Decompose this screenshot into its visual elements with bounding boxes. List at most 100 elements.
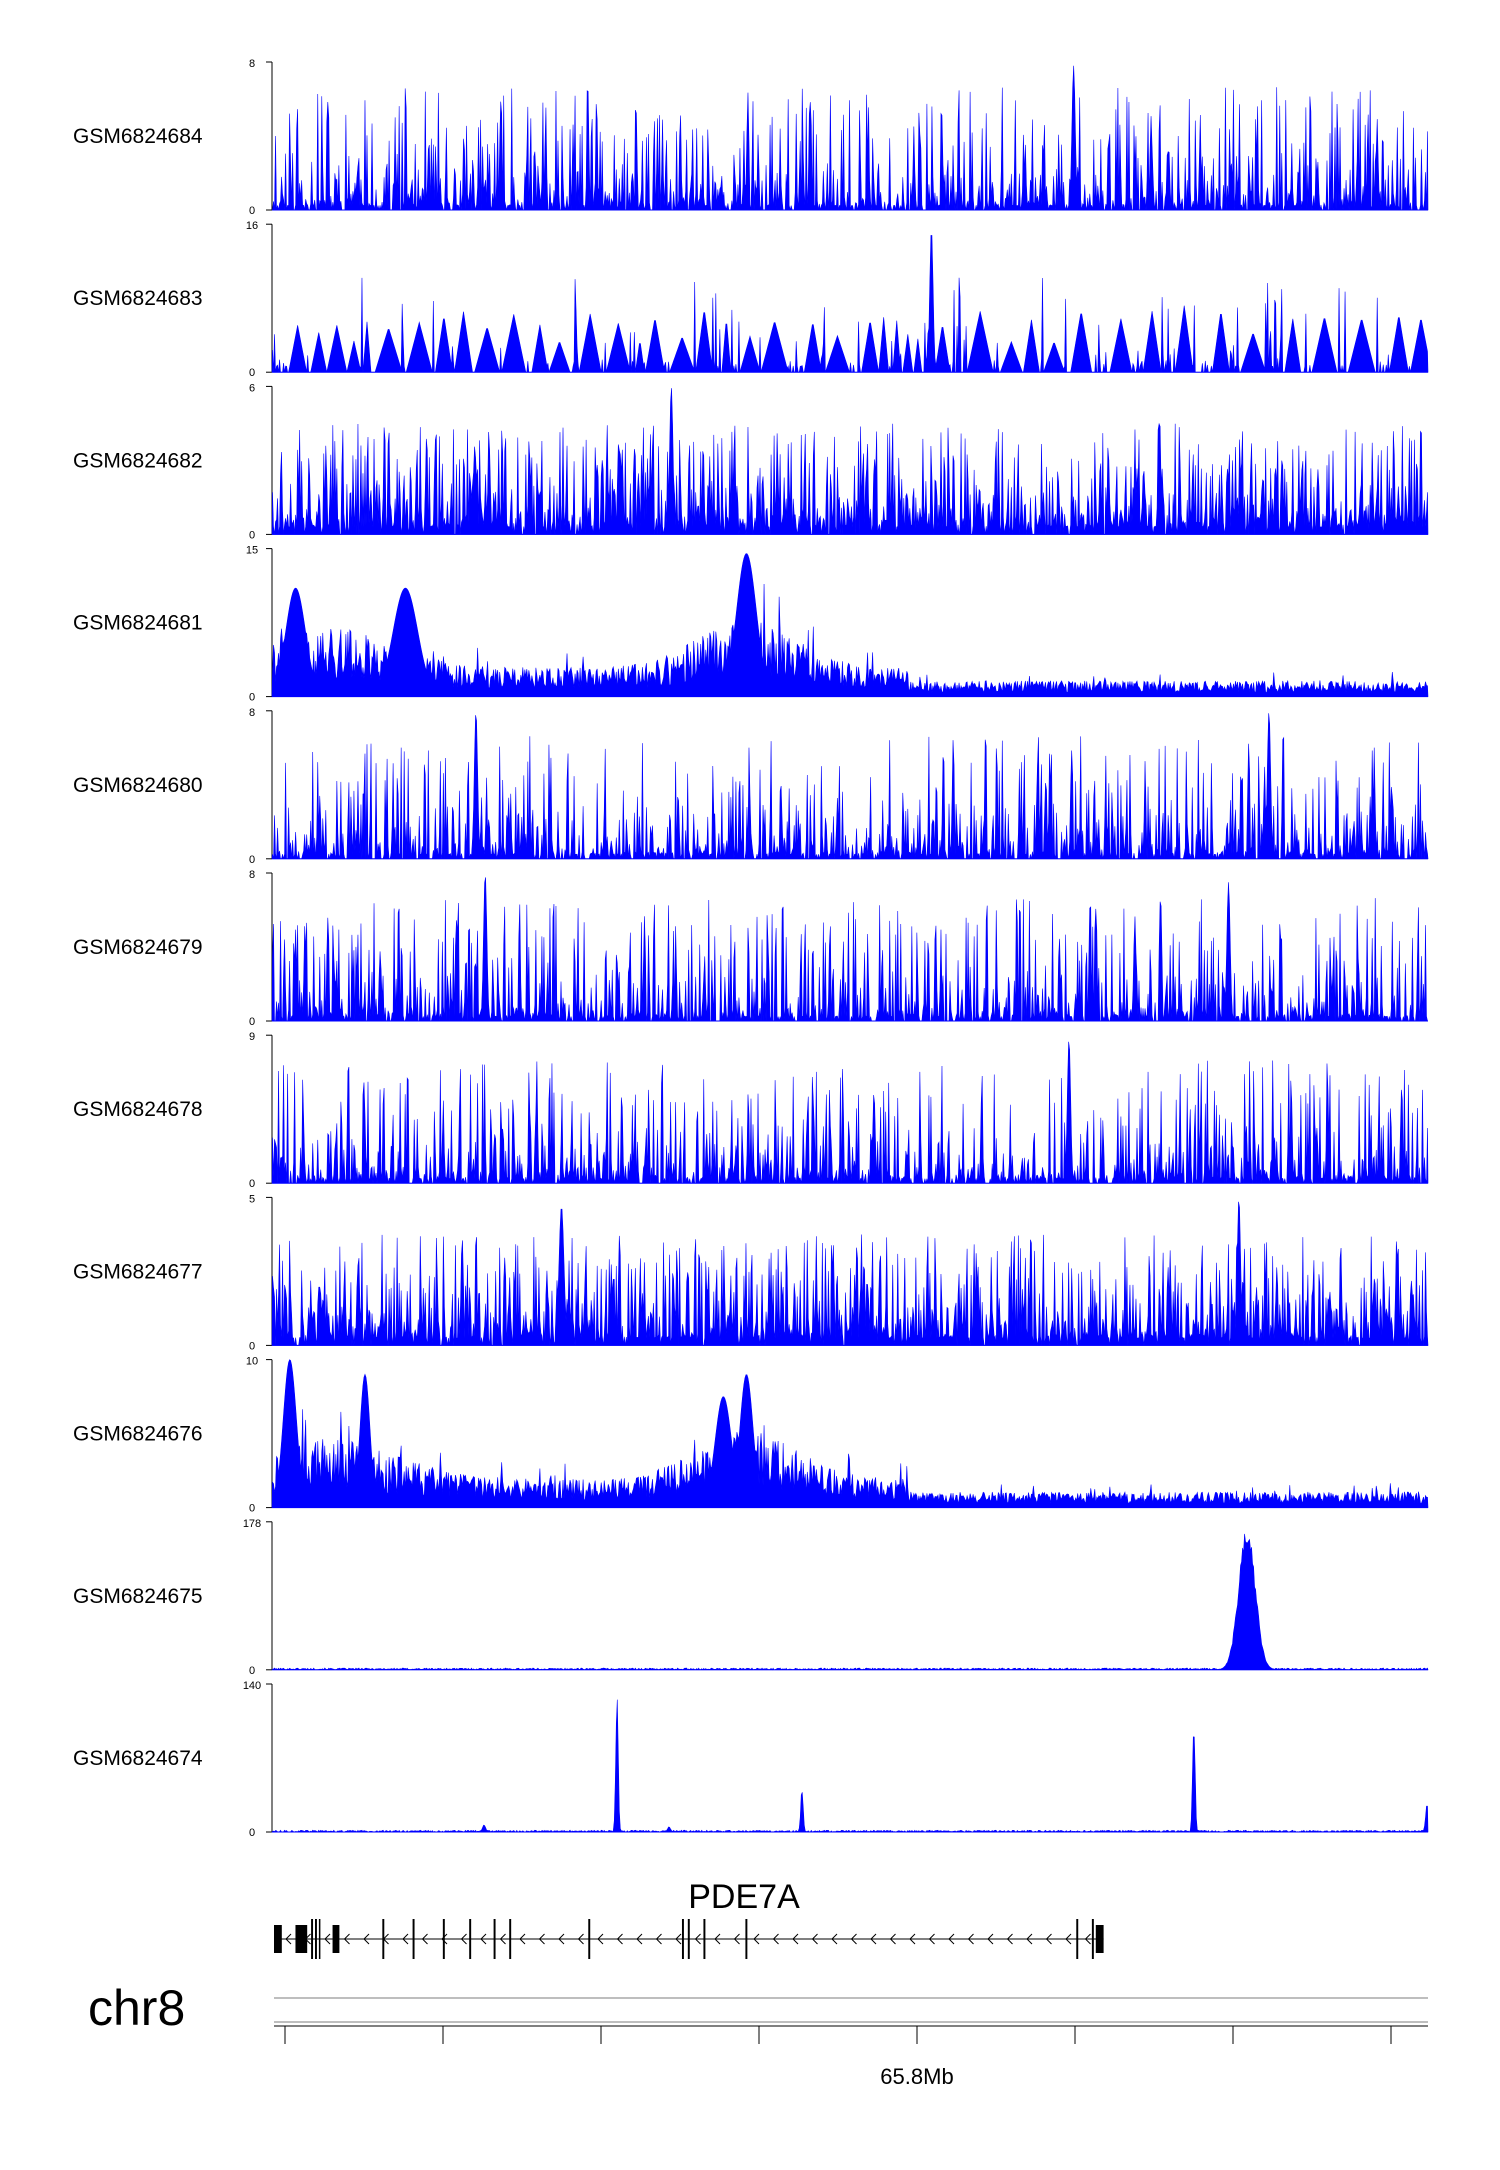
strand-arrow: [363, 1933, 370, 1945]
y-axis-max-label: 9: [249, 1031, 255, 1043]
strand-arrow: [831, 1933, 838, 1945]
strand-arrow: [421, 1933, 428, 1945]
strand-arrow: [597, 1933, 604, 1945]
strand-arrow: [636, 1933, 643, 1945]
strand-arrow: [1026, 1933, 1033, 1945]
gene-exon: [314, 1919, 317, 1959]
strand-arrow: [1006, 1933, 1013, 1945]
track-signal-area: [271, 388, 1429, 535]
strand-arrow: [538, 1933, 545, 1945]
strand-arrow: [987, 1933, 994, 1945]
strand-arrow: [577, 1933, 584, 1945]
strand-arrow: [519, 1933, 526, 1945]
track-signal-area: [271, 877, 1428, 1022]
strand-arrow: [811, 1933, 818, 1945]
gene-exon: [1095, 1925, 1104, 1953]
strand-arrow: [909, 1933, 916, 1945]
strand-arrow: [285, 1933, 292, 1945]
track-signal-area: [271, 713, 1429, 860]
gene-exon: [588, 1919, 591, 1959]
gene-exon: [509, 1919, 512, 1959]
track-label: GSM6824683: [73, 287, 203, 310]
track-GSM6824680: GSM6824680 8 0: [73, 707, 1429, 866]
track-GSM6824678: GSM6824678 9 0: [73, 1031, 1429, 1190]
track-GSM6824684: GSM6824684 8 0: [73, 58, 1429, 217]
gene-exon: [1091, 1919, 1094, 1959]
strand-arrow: [948, 1933, 955, 1945]
strand-arrow: [343, 1933, 350, 1945]
gene-exon: [311, 1919, 314, 1959]
strand-arrow: [441, 1933, 448, 1945]
y-axis-max-label: 8: [249, 869, 255, 881]
track-signal-area: [271, 1359, 1429, 1508]
gene-exon: [332, 1925, 340, 1953]
track-label: GSM6824679: [73, 936, 203, 959]
strand-arrow: [792, 1933, 799, 1945]
y-axis-max-label: 5: [249, 1193, 255, 1205]
strand-arrow: [460, 1933, 467, 1945]
strand-arrow: [675, 1933, 682, 1945]
gene-exon: [295, 1925, 308, 1953]
strand-arrow: [616, 1933, 623, 1945]
y-axis-max-label: 15: [246, 545, 258, 557]
gene-exon: [681, 1919, 684, 1959]
gene-exon: [687, 1919, 690, 1959]
track-GSM6824682: GSM6824682 6 0: [73, 382, 1429, 541]
strand-arrow: [694, 1933, 701, 1945]
genome-axis: chr8 65.8Mb: [88, 1980, 1428, 2089]
gene-name-label: PDE7A: [688, 1878, 800, 1916]
track-signal-area: [271, 1533, 1429, 1671]
y-axis-max-label: 16: [246, 220, 258, 232]
strand-arrow: [870, 1933, 877, 1945]
track-label: GSM6824676: [73, 1423, 203, 1446]
strand-arrow: [733, 1933, 740, 1945]
y-axis-max-label: 8: [249, 707, 255, 719]
signal-tracks: GSM682468480GSM6824683160GSM682468260GSM…: [73, 58, 1429, 1839]
strand-arrow: [655, 1933, 662, 1945]
strand-arrow: [558, 1933, 565, 1945]
track-GSM6824676: GSM6824676 10 0: [73, 1356, 1429, 1515]
track-label: GSM6824675: [73, 1585, 203, 1608]
gene-exon: [469, 1919, 472, 1959]
track-GSM6824681: GSM6824681 15 0: [73, 545, 1429, 704]
gene-exon: [442, 1919, 445, 1959]
track-signal-area: [271, 553, 1429, 697]
gene-track: PDE7A: [274, 1878, 1104, 1959]
strand-arrow: [753, 1933, 760, 1945]
strand-arrow: [850, 1933, 857, 1945]
strand-arrow: [402, 1933, 409, 1945]
gene-exon: [382, 1919, 385, 1959]
chromosome-label: chr8: [88, 1980, 185, 2036]
track-signal-area: [271, 1201, 1429, 1346]
strand-arrow: [889, 1933, 896, 1945]
y-axis-min-label: 0: [249, 1827, 255, 1839]
track-signal-area: [271, 235, 1429, 373]
y-axis-min-label: 0: [249, 205, 255, 217]
y-axis-min-label: 0: [249, 367, 255, 379]
track-label: GSM6824680: [73, 774, 203, 797]
gene-exon: [412, 1919, 415, 1959]
strand-arrow: [772, 1933, 779, 1945]
y-axis-min-label: 0: [249, 1503, 255, 1515]
strand-arrow: [1084, 1933, 1091, 1945]
y-axis-min-label: 0: [249, 1340, 255, 1352]
strand-arrow: [480, 1933, 487, 1945]
y-axis-min-label: 0: [249, 529, 255, 541]
track-label: GSM6824674: [73, 1747, 203, 1770]
gene-exon: [745, 1919, 748, 1959]
y-axis-max-label: 140: [243, 1680, 261, 1692]
x-axis-tick-label: 65.8Mb: [880, 2064, 953, 2089]
gene-exon: [274, 1925, 282, 1953]
strand-arrow: [967, 1933, 974, 1945]
track-label: GSM6824682: [73, 449, 203, 472]
strand-arrow: [1065, 1933, 1072, 1945]
gene-exon: [703, 1919, 706, 1959]
strand-arrow: [928, 1933, 935, 1945]
strand-arrow: [499, 1933, 506, 1945]
y-axis-max-label: 10: [246, 1356, 258, 1368]
track-GSM6824674: GSM6824674 140 0: [73, 1680, 1429, 1839]
strand-arrow: [1045, 1933, 1052, 1945]
track-GSM6824679: GSM6824679 8 0: [73, 869, 1428, 1028]
track-GSM6824683: GSM6824683 16 0: [73, 220, 1429, 379]
y-axis-min-label: 0: [249, 1016, 255, 1028]
